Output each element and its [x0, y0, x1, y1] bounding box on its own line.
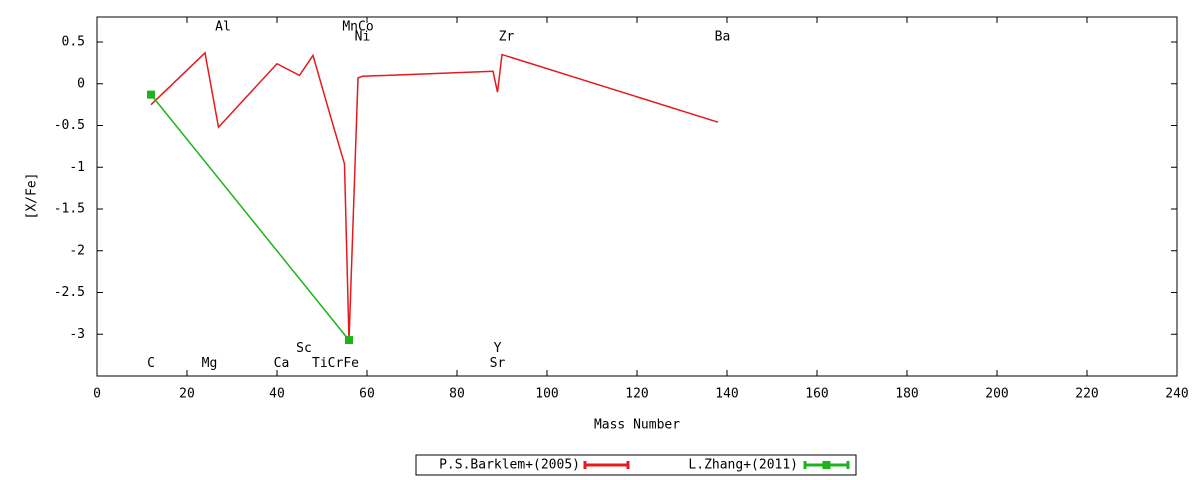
- legend-label: P.S.Barklem+(2005): [439, 458, 580, 473]
- x-tick-label: 20: [179, 387, 195, 402]
- element-label: Sr: [490, 356, 506, 371]
- x-tick-label: 140: [715, 387, 738, 402]
- y-tick-label: -1.5: [54, 202, 85, 217]
- element-label: Y: [494, 341, 502, 356]
- x-tick-label: 240: [1165, 387, 1188, 402]
- x-tick-label: 200: [985, 387, 1008, 402]
- element-label: TiCrFe: [312, 356, 359, 371]
- y-tick-label: 0: [77, 76, 85, 91]
- point: [345, 336, 353, 345]
- element-label: Zr: [499, 30, 515, 45]
- legend-box: [415, 454, 857, 476]
- series-line: [150, 94, 350, 341]
- y-tick-label: -1: [69, 160, 85, 175]
- x-tick-label: 40: [269, 387, 285, 402]
- element-label: C: [147, 356, 155, 371]
- element-label: Al: [215, 20, 231, 35]
- y-axis-label: [X/Fe]: [25, 173, 40, 220]
- element-label: Ni: [355, 30, 371, 45]
- series-line: [150, 51, 719, 341]
- legend-marker: [822, 461, 831, 469]
- element-label: MnCo: [342, 20, 373, 35]
- element-label: Ca: [274, 356, 290, 371]
- x-tick-label: 80: [449, 387, 465, 402]
- x-tick-label: 100: [535, 387, 558, 402]
- x-tick-label: 60: [359, 387, 375, 402]
- x-tick-label: 0: [93, 387, 101, 402]
- y-tick-label: -0.5: [54, 118, 85, 133]
- y-tick-label: -2: [69, 243, 85, 258]
- x-tick-label: 180: [895, 387, 918, 402]
- y-tick-label: -2.5: [54, 285, 85, 300]
- element-label: Sc: [296, 341, 312, 356]
- legend-label: L.Zhang+(2011): [688, 458, 798, 473]
- x-tick-label: 220: [1075, 387, 1098, 402]
- element-label: Ba: [715, 30, 731, 45]
- element-label: Mg: [202, 356, 218, 371]
- plot-frame: [96, 16, 1178, 377]
- x-tick-label: 160: [805, 387, 828, 402]
- legend-swatch: [583, 461, 630, 469]
- x-tick-label: 120: [625, 387, 648, 402]
- y-tick-label: 0.5: [62, 35, 85, 50]
- x-axis-label: Mass Number: [594, 418, 680, 433]
- y-tick-label: -3: [69, 327, 85, 342]
- point: [147, 90, 155, 99]
